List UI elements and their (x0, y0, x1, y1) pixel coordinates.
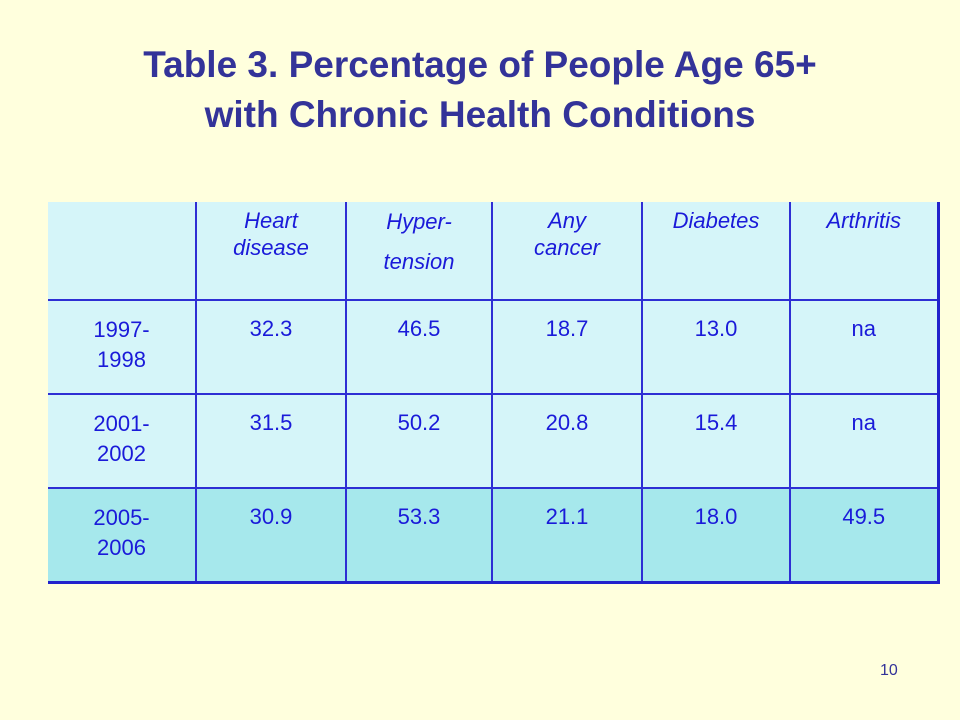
year-line: 2001- (93, 411, 150, 436)
value-cell-diabetes: 15.4 (642, 394, 791, 489)
header-heart-disease: Heart disease (196, 202, 347, 301)
year-line: 2005- (93, 505, 150, 530)
header-diabetes: Diabetes (642, 202, 791, 301)
value-cell-hypertension: 53.3 (346, 488, 493, 584)
header-row: Heart disease Hyper- tension Any cancer … (48, 202, 940, 301)
year-cell: 2001- 2002 (48, 394, 197, 489)
header-line: disease (233, 235, 309, 260)
value-cell-any-cancer: 18.7 (492, 300, 643, 395)
table-row-highlighted: 2005- 2006 30.9 53.3 21.1 18.0 49.5 (48, 488, 940, 584)
value-cell-arthritis: na (790, 300, 940, 395)
header-corner-cell (48, 202, 197, 301)
title-line-2: with Chronic Health Conditions (204, 94, 756, 135)
header-line: Any (548, 208, 586, 233)
header-line: cancer (533, 235, 601, 260)
year-cell: 1997- 1998 (48, 300, 197, 395)
title-line-1: Table 3. Percentage of People Age 65+ (143, 44, 817, 85)
value-cell-hypertension: 46.5 (346, 300, 493, 395)
value-cell-hypertension: 50.2 (346, 394, 493, 489)
value-cell-heart-disease: 32.3 (196, 300, 347, 395)
header-line: Heart (244, 208, 298, 233)
table-row: 1997- 1998 32.3 46.5 18.7 13.0 na (48, 300, 940, 395)
year-line: 1998 (97, 347, 146, 372)
year-line: 2002 (97, 441, 146, 466)
header-line: Hyper- (386, 209, 452, 234)
header-line: Arthritis (826, 208, 902, 233)
year-line: 1997- (93, 317, 150, 342)
value-cell-arthritis: 49.5 (790, 488, 940, 584)
page-number: 10 (880, 662, 898, 679)
slide-title: Table 3. Percentage of People Age 65+ wi… (40, 40, 920, 140)
value-cell-diabetes: 18.0 (642, 488, 791, 584)
value-cell-heart-disease: 30.9 (196, 488, 347, 584)
header-line: Diabetes (672, 208, 760, 233)
year-line: 2006 (97, 535, 146, 560)
chronic-conditions-table: Heart disease Hyper- tension Any cancer … (48, 202, 940, 584)
table-row: 2001- 2002 31.5 50.2 20.8 15.4 na (48, 394, 940, 489)
header-line: tension (383, 249, 455, 274)
value-cell-any-cancer: 21.1 (492, 488, 643, 584)
value-cell-any-cancer: 20.8 (492, 394, 643, 489)
header-hypertension: Hyper- tension (346, 202, 493, 301)
value-cell-heart-disease: 31.5 (196, 394, 347, 489)
year-cell: 2005- 2006 (48, 488, 197, 584)
header-arthritis: Arthritis (790, 202, 940, 301)
header-any-cancer: Any cancer (492, 202, 643, 301)
value-cell-diabetes: 13.0 (642, 300, 791, 395)
value-cell-arthritis: na (790, 394, 940, 489)
